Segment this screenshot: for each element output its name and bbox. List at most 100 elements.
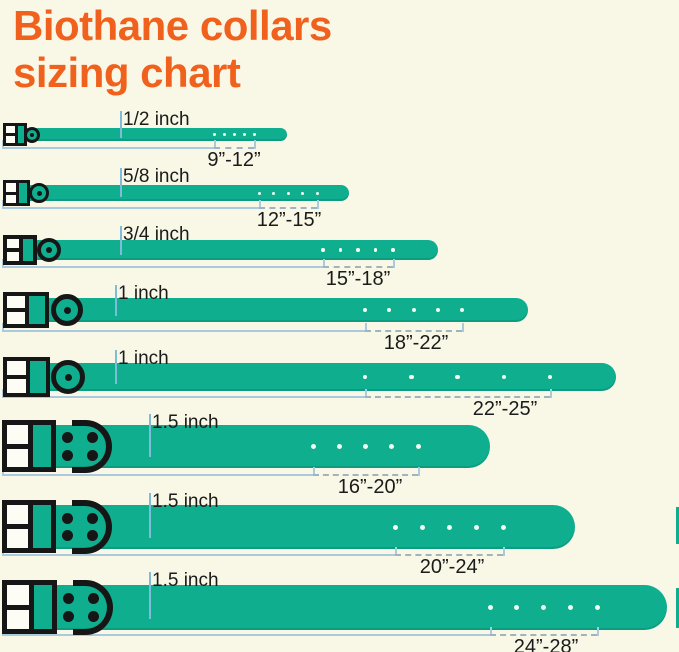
adjustment-hole	[455, 374, 460, 380]
measure-dash-line	[323, 266, 393, 268]
buckle-cell-divider	[7, 443, 30, 449]
adjustment-hole	[541, 605, 546, 610]
adjustment-hole	[415, 444, 421, 449]
buckle-frame	[3, 357, 50, 397]
measure-tick	[550, 389, 552, 398]
adjustment-hole	[514, 605, 520, 610]
measure-line	[2, 554, 395, 556]
ring-pin-icon	[63, 306, 71, 314]
rivet-icon	[61, 432, 73, 444]
size-range-label: 20”-24”	[419, 556, 485, 578]
rivet-icon	[61, 512, 73, 524]
size-range-label: 16”-20”	[337, 476, 403, 498]
adjustment-hole	[389, 444, 395, 449]
adjustment-hole	[363, 308, 367, 312]
rivet-icon	[62, 593, 74, 604]
adjustment-hole	[336, 444, 342, 449]
buckle-bar	[19, 239, 33, 261]
rivet-icon	[61, 449, 73, 461]
buckle-ring-icon	[24, 126, 40, 143]
adjustment-hole	[473, 524, 479, 530]
adjustment-hole	[286, 191, 290, 195]
width-tick-line	[120, 226, 122, 255]
measure-line	[2, 207, 259, 209]
buckle-bar	[25, 361, 46, 393]
width-label: 1 inch	[118, 348, 169, 369]
buckle-ring-icon	[51, 360, 85, 394]
buckle-frame	[2, 580, 57, 634]
rivet-icon	[61, 530, 73, 542]
buckle-frame	[3, 123, 27, 146]
buckle-bar	[14, 126, 24, 143]
adjustment-hole	[419, 524, 425, 530]
measure-dash-line	[395, 554, 503, 556]
title-line-2: sizing chart	[13, 49, 241, 96]
width-label: 1 inch	[118, 283, 169, 304]
measure-tick	[490, 627, 492, 636]
measure-tick	[597, 627, 599, 636]
buckle-ring-icon	[37, 238, 61, 262]
adjustment-hole	[222, 133, 226, 136]
measure-line	[2, 330, 365, 332]
adjustment-hole	[338, 248, 343, 252]
size-range-label: 15”-18”	[325, 268, 391, 290]
buckle-cell-divider	[7, 375, 28, 379]
measure-tick	[503, 547, 505, 556]
buckle-cell-divider	[6, 191, 17, 195]
measure-dash-line	[365, 396, 550, 398]
collar-strap	[6, 585, 667, 630]
title-line-1: Biothane collars	[13, 2, 332, 49]
width-tick-line	[115, 350, 117, 384]
adjustment-hole	[363, 444, 368, 449]
buckle-cell-divider	[7, 308, 27, 312]
adjustment-hole	[409, 374, 414, 380]
adjustment-hole	[212, 133, 216, 136]
adjustment-hole	[547, 374, 553, 380]
page-title: Biothane collars sizing chart	[13, 2, 332, 96]
adjustment-hole	[232, 133, 236, 136]
adjustment-hole	[242, 133, 246, 136]
measure-tick	[365, 389, 367, 398]
size-range-label: 24”-28”	[513, 636, 579, 652]
adjustment-hole	[567, 605, 573, 610]
width-tick-line	[149, 572, 151, 619]
adjustment-hole	[411, 308, 416, 312]
measure-dash-line	[365, 330, 462, 332]
measure-tick	[214, 140, 216, 149]
adjustment-hole	[301, 191, 304, 195]
adjustment-hole	[387, 308, 392, 312]
width-tick-line	[149, 414, 151, 458]
measure-tick	[254, 140, 256, 149]
adjustment-hole	[252, 133, 256, 136]
ring-pin-icon	[46, 247, 52, 253]
adjustment-hole	[391, 248, 395, 252]
measure-line	[2, 266, 323, 268]
measure-line	[2, 634, 490, 636]
width-label: 1/2 inch	[123, 109, 190, 130]
width-label: 1.5 inch	[152, 491, 219, 512]
buckle-frame	[3, 235, 37, 265]
measure-dash-line	[259, 207, 317, 209]
width-tick-line	[149, 493, 151, 538]
measure-tick	[365, 323, 367, 332]
adjustment-hole	[487, 605, 493, 610]
measure-tick	[317, 200, 319, 209]
adjustment-hole	[435, 308, 440, 312]
buckle-bar	[16, 183, 27, 203]
size-range-label: 22”-25”	[472, 398, 538, 420]
adjustment-hole	[446, 524, 452, 530]
measure-tick	[313, 467, 315, 476]
rivet-icon	[62, 611, 74, 622]
measure-dash-line	[313, 474, 418, 476]
strap-edge-fragment	[676, 588, 679, 628]
buckle-bar	[28, 585, 52, 629]
size-range-label: 18”-22”	[383, 332, 449, 354]
adjustment-hole	[272, 191, 275, 195]
collar-strap	[6, 240, 438, 260]
adjustment-hole	[315, 191, 319, 195]
width-tick-line	[115, 285, 117, 316]
buckle-cell-divider	[7, 524, 30, 529]
measure-tick	[259, 200, 261, 209]
measure-dash-line	[214, 147, 254, 149]
